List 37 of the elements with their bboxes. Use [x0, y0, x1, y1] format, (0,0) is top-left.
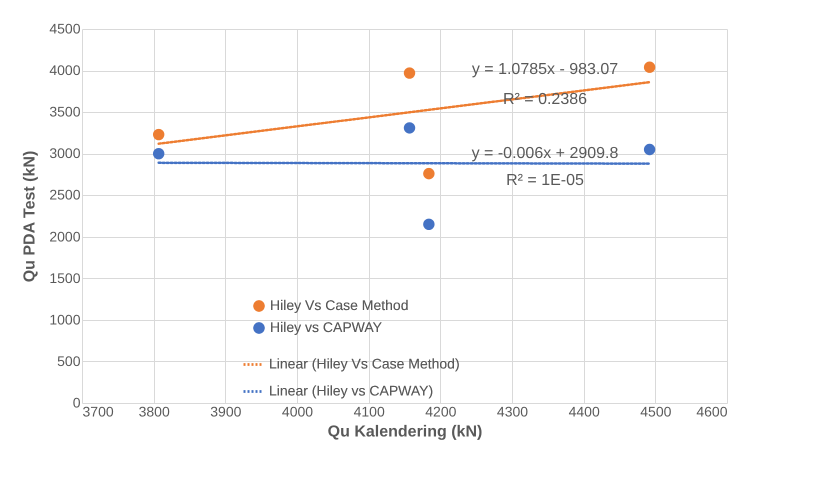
point: [644, 62, 656, 73]
y-tick-label: 4000: [49, 62, 81, 78]
y-tick-label: 0: [72, 394, 81, 410]
point: [152, 148, 164, 160]
x-tick-label: 4200: [425, 404, 457, 420]
x-tick-label: 4500: [640, 404, 672, 420]
y-tick-label: 3000: [49, 145, 81, 162]
point: [423, 218, 435, 230]
legend-label: Linear (Hiley Vs Case Method): [269, 356, 460, 372]
x-tick-label: 3900: [210, 404, 242, 420]
legend-label: Linear (Hiley vs CAPWAY): [269, 382, 434, 398]
annotation: y = 1.0785x - 983.07: [472, 61, 618, 78]
point: [423, 168, 435, 180]
point: [404, 122, 416, 134]
y-tick-label: 3500: [49, 104, 81, 120]
x-tick-label: 4300: [496, 404, 528, 420]
y-tick-label: 1000: [49, 311, 81, 328]
point: [644, 144, 656, 156]
y-axis-title: Qu PDA Test (kN): [21, 150, 38, 282]
x-tick-label: 4400: [568, 404, 600, 420]
x-tick-label: 4100: [354, 404, 385, 420]
x-tick-label: 4600: [696, 404, 728, 420]
y-tick-label: 4500: [49, 20, 81, 36]
annotation: y = -0.006x + 2909.8: [472, 145, 618, 162]
x-tick-label: 3800: [138, 404, 170, 420]
point: [152, 128, 164, 140]
x-tick-label: 3700: [82, 404, 114, 420]
legend-label: Hiley vs CAPWAY: [270, 319, 383, 335]
x-axis-title: Qu Kalendering (kN): [328, 424, 482, 440]
y-tick-label: 1500: [49, 270, 81, 286]
legend-label: Hiley Vs Case Method: [270, 297, 409, 313]
y-tick-label: 2500: [49, 186, 81, 203]
annotation: R² = 1E-05: [506, 172, 584, 189]
y-tick-label: 500: [57, 352, 81, 369]
x-tick-label: 4000: [282, 404, 314, 420]
y-tick-label: 2000: [49, 228, 81, 244]
point: [404, 67, 416, 79]
